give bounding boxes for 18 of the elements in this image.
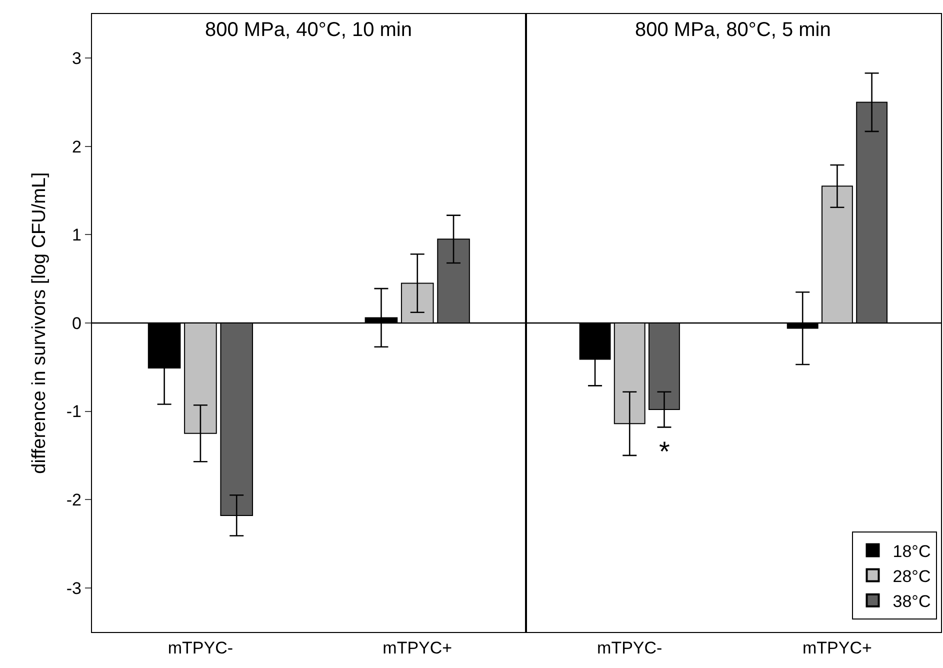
y-axis-title: difference in survivors [log CFU/mL]	[29, 172, 50, 474]
x-tick-label: mTPYC+	[802, 638, 872, 658]
chart-title: 800 MPa, 40°C, 10 min	[205, 19, 412, 41]
x-tick-label: mTPYC-	[597, 638, 662, 658]
y-tick-label: 2	[72, 137, 82, 156]
chart-title: 800 MPa, 80°C, 5 min	[635, 19, 831, 41]
x-tick-label: mTPYC+	[382, 638, 452, 658]
y-tick-label: -2	[66, 490, 82, 510]
annotation: *	[659, 436, 670, 467]
y-tick-label: 3	[72, 49, 82, 68]
y-tick-label: 1	[72, 226, 82, 245]
legend-label: 18°C	[892, 542, 931, 561]
legend-label: 28°C	[892, 566, 931, 586]
y-tick-label: -3	[66, 578, 82, 598]
x-tick-label: mTPYC-	[168, 638, 234, 658]
y-tick-label: -1	[66, 402, 82, 422]
y-tick-label: 0	[72, 314, 82, 333]
legend-label: 38°C	[892, 592, 931, 612]
